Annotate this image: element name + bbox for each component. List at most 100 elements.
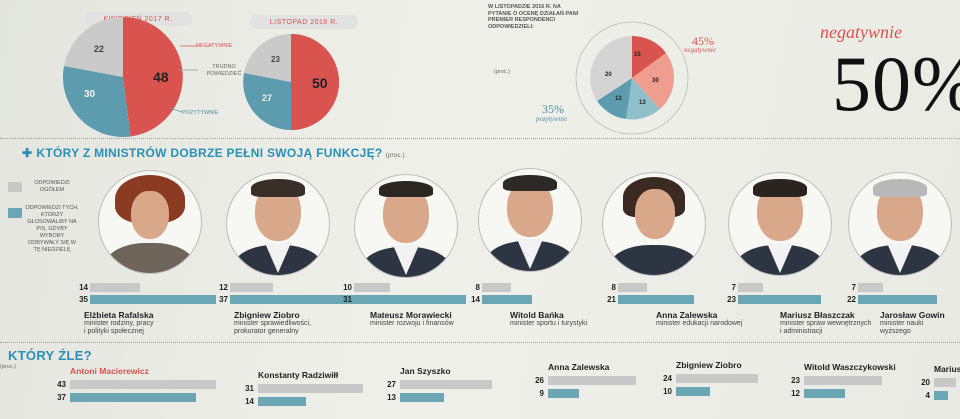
bar-pis-value: 14 — [471, 295, 480, 304]
bar-pis — [618, 295, 694, 304]
bar-pis — [230, 295, 364, 304]
bad-all-value: 20 — [921, 378, 930, 387]
bad-minister-name: Jan Szyszko — [400, 366, 451, 376]
minister-role-line1: minister spraw wewnętrznych — [780, 320, 872, 327]
pie1-pos-value: 30 — [84, 89, 96, 100]
bar-all — [858, 283, 884, 292]
bad-bar-pis — [258, 397, 306, 406]
headline-word: negatywnie — [820, 22, 902, 42]
portrait-zalewska — [602, 172, 706, 276]
minister-name: Mateusz Morawiecki — [370, 310, 452, 320]
bar-all — [618, 283, 647, 292]
pie1-neg — [123, 17, 183, 137]
bad-minister-name: Anna Zalewska — [548, 362, 610, 372]
bad-bar-pis — [400, 393, 445, 402]
bar-pis-value: 37 — [219, 295, 228, 304]
right-val-20: 20 — [605, 72, 612, 78]
top-pies: 48 30 22 50 27 23 — [62, 16, 339, 137]
bar-all-value: 7 — [851, 283, 856, 292]
bad-pis-value: 37 — [57, 393, 66, 402]
bad-bar-pis — [70, 393, 196, 402]
bar-all-value: 8 — [475, 283, 480, 292]
bad-minister-name: Zbigniew Ziobro — [676, 360, 742, 370]
right-val-13: 13 — [639, 100, 646, 106]
bar-pis-value: 22 — [847, 295, 856, 304]
bar-pis — [482, 295, 533, 304]
bar-pis — [858, 295, 938, 304]
bad-minister-name: Konstanty Radziwiłł — [258, 370, 339, 380]
headline-value: 50% — [832, 40, 960, 127]
portrait-morawiecki — [354, 174, 458, 278]
minister-role-line1: minister sprawiedliwości, — [234, 320, 312, 327]
bar-all — [354, 283, 390, 292]
section-bad-title: KTÓRY ŹLE? — [8, 348, 92, 363]
chart2-title: LISTOPAD 2016 R. — [250, 15, 358, 29]
bar-pis-value: 35 — [79, 295, 88, 304]
bad-all-value: 43 — [57, 380, 66, 389]
label-negatywnie: NEGATYWNIE — [196, 43, 233, 49]
minister-name: Jarosław Gowin — [880, 310, 945, 320]
bar-all-value: 8 — [611, 283, 616, 292]
bar-all-value: 10 — [343, 283, 352, 292]
minister-role-line1: minister rozwoju i finansów — [370, 320, 454, 327]
bad-pis-value: 12 — [791, 389, 800, 398]
right-slice-30 — [632, 53, 675, 109]
bar-pis-value: 31 — [343, 295, 352, 304]
minister-name: Elżbieta Rafalska — [84, 310, 154, 320]
portrait-blaszczak — [728, 172, 832, 276]
bad-bar-all — [258, 384, 364, 393]
bad-bar-all — [934, 378, 956, 387]
pie2-pos — [243, 73, 291, 130]
bad-bar-all — [804, 376, 883, 385]
bad-minister-name: Antoni Macierewicz — [70, 366, 149, 376]
section-bad-unit: (proc.) — [0, 364, 16, 370]
minister-name: Mariusz Błaszczak — [780, 310, 855, 320]
pie1-pos — [62, 66, 131, 137]
bad-minister-name: Mariusz Błaszczak — [934, 364, 960, 374]
pie1-neg-value: 48 — [153, 69, 169, 85]
right-chart-caption: W LISTOPADZIE 2016 R. NA PYTANIE O OCENĘ… — [488, 4, 579, 30]
bar-pis — [738, 295, 821, 304]
bar-pis — [354, 295, 466, 304]
label-pozytywnie: POZYTYWNIE — [182, 110, 219, 116]
pie2-mid — [244, 34, 291, 82]
section-good-title: ✚ KTÓRY Z MINISTRÓW DOBRZE PEŁNI SWOJĄ FU… — [22, 146, 405, 160]
divider-bottom — [0, 342, 960, 343]
right-pos-total: 35% — [542, 102, 564, 116]
portrait-gowin — [848, 172, 952, 276]
minister-role-line1: minister nauki — [880, 320, 924, 327]
bad-bar-all — [676, 374, 758, 383]
right-neg-label: negatywnie — [684, 46, 716, 54]
minister-role-line1: minister edukacji narodowej — [656, 320, 743, 327]
bad-all-value: 31 — [245, 384, 254, 393]
bar-all — [90, 283, 141, 292]
portrait-banka — [478, 168, 582, 272]
minister-name: Anna Zalewska — [656, 310, 718, 320]
portrait-rafalska — [98, 170, 202, 274]
divider — [0, 138, 960, 139]
thumb-icon: ✚ — [22, 146, 33, 160]
minister-role-line1: minister sportu i turystyki — [510, 320, 588, 327]
minister-role-line2: wyższego — [880, 328, 911, 335]
pie2-mid-value: 23 — [271, 55, 280, 64]
pie1-mid — [64, 16, 123, 77]
pie1-mid-value: 22 — [94, 44, 104, 54]
bar-pis-value: 21 — [607, 295, 616, 304]
right-slice-15 — [632, 35, 666, 78]
pie-chart-november: 50 27 23 — [243, 34, 339, 130]
right-val-12: 12 — [615, 96, 622, 102]
right-slice-12 — [597, 78, 632, 119]
right-neg-total: 45% — [692, 34, 714, 48]
bad-all-value: 27 — [387, 380, 396, 389]
minister-name: Witold Bańka — [510, 310, 564, 320]
right-chart-unit: (proc.) — [494, 69, 510, 75]
right-val-30: 30 — [652, 78, 659, 84]
right-val-15: 15 — [634, 52, 641, 58]
bar-pis — [90, 295, 216, 304]
minister-role-line2: i administracji — [780, 328, 823, 335]
minister-name: Zbigniew Ziobro — [234, 310, 300, 320]
bad-bar-all — [70, 380, 217, 389]
bad-all-value: 26 — [535, 376, 544, 385]
legend-all-swatch — [8, 182, 22, 192]
